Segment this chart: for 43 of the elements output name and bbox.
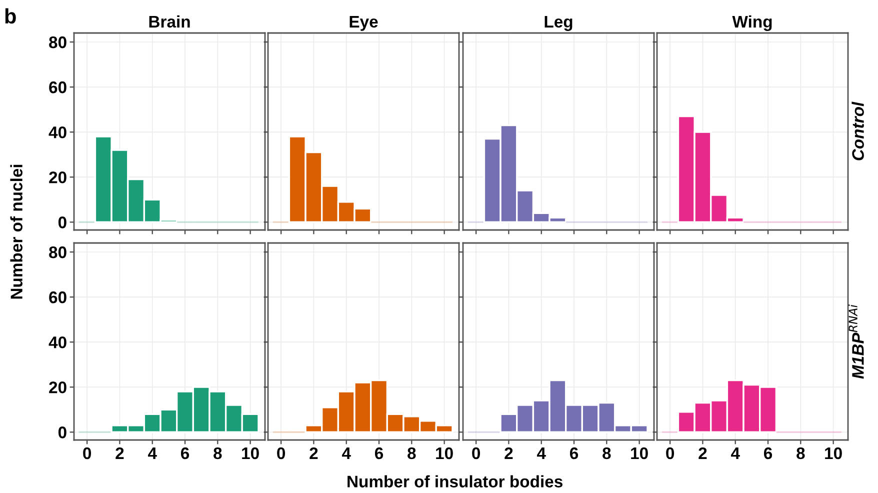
y-tick-label: 40 bbox=[48, 126, 66, 138]
x-tick-label: 8 bbox=[602, 447, 611, 460]
y-tick-label: 20 bbox=[49, 171, 66, 184]
x-tick-label: 2 bbox=[310, 447, 318, 460]
x-tick-label: 0 bbox=[83, 447, 92, 460]
x-tick-label: 0 bbox=[472, 447, 480, 460]
x-tick-label: 8 bbox=[214, 447, 222, 460]
x-tick-label: 8 bbox=[796, 447, 805, 460]
x-tick-label: 4 bbox=[148, 448, 157, 460]
y-tick-label: 60 bbox=[49, 291, 66, 304]
x-tick-label: 10 bbox=[631, 447, 648, 460]
y-tick-label: 80 bbox=[49, 36, 66, 48]
x-tick-label: 0 bbox=[666, 447, 674, 460]
y-tick-label: 0 bbox=[58, 426, 66, 438]
x-tick-label: 10 bbox=[242, 447, 259, 460]
text: Control bbox=[852, 102, 864, 160]
y-tick-label: 80 bbox=[49, 246, 66, 258]
x-tick-label: 4 bbox=[730, 448, 740, 460]
y-tick-label: 40 bbox=[48, 336, 66, 348]
x-tick-label: 6 bbox=[764, 447, 772, 460]
y-axis-title: Number of nuclei bbox=[10, 164, 22, 299]
x-axis-title: Number of insulator bodies bbox=[348, 475, 562, 488]
y-tick-label: 60 bbox=[49, 81, 66, 94]
x-tick-label: 6 bbox=[180, 447, 190, 460]
x-tick-label: 10 bbox=[436, 447, 453, 460]
x-tick-label: 10 bbox=[825, 447, 842, 460]
x-tick-label: 4 bbox=[536, 448, 546, 460]
x-tick-label: 2 bbox=[698, 447, 707, 460]
text: b bbox=[5, 8, 16, 24]
chart-title: Eye bbox=[350, 16, 378, 31]
x-tick-label: 0 bbox=[277, 447, 286, 460]
x-tick-label: 4 bbox=[342, 448, 351, 460]
y-tick-label: 20 bbox=[49, 381, 66, 394]
x-tick-label: 6 bbox=[570, 447, 578, 460]
x-tick-label: 6 bbox=[374, 447, 384, 460]
x-tick-label: 2 bbox=[116, 447, 124, 460]
chart-title: Leg bbox=[544, 16, 572, 31]
x-tick-label: 2 bbox=[504, 447, 513, 460]
text: M1BP$^{RNAi}$ bbox=[848, 304, 864, 379]
x-tick-label: 8 bbox=[408, 447, 416, 460]
chart-title: Wing bbox=[732, 15, 772, 31]
y-tick-label: 0 bbox=[58, 216, 66, 228]
chart-title: Brain bbox=[149, 15, 190, 28]
